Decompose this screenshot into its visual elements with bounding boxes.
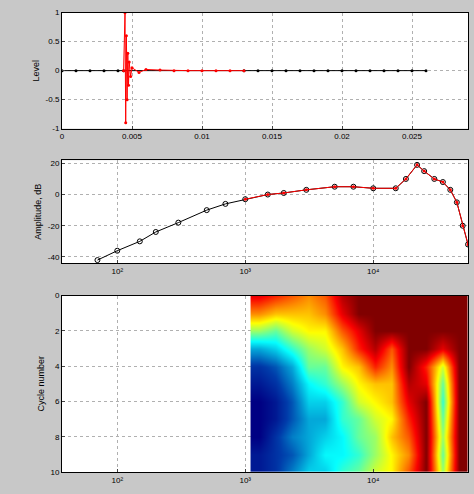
- svg-text:8: 8: [55, 433, 60, 442]
- svg-text:10⁴: 10⁴: [367, 267, 380, 276]
- svg-text:1: 1: [55, 8, 60, 17]
- svg-text:20: 20: [50, 159, 59, 168]
- svg-text:0: 0: [60, 132, 65, 141]
- svg-text:Cycle number: Cycle number: [36, 356, 46, 412]
- svg-text:10⁴: 10⁴: [367, 476, 380, 485]
- svg-text:0.01: 0.01: [194, 132, 210, 141]
- svg-text:0.005: 0.005: [122, 132, 143, 141]
- svg-text:-40: -40: [48, 253, 60, 262]
- svg-text:0.025: 0.025: [402, 132, 423, 141]
- svg-text:-0.5: -0.5: [46, 95, 60, 104]
- svg-text:Level: Level: [31, 60, 41, 82]
- svg-text:Amplitude, dB: Amplitude, dB: [33, 184, 43, 240]
- svg-text:6: 6: [55, 397, 60, 406]
- svg-text:0: 0: [55, 190, 60, 199]
- svg-text:10³: 10³: [239, 476, 251, 485]
- svg-text:0.5: 0.5: [48, 37, 60, 46]
- svg-text:-20: -20: [48, 222, 60, 231]
- svg-text:0: 0: [55, 291, 60, 300]
- svg-text:0.02: 0.02: [334, 132, 350, 141]
- svg-text:2: 2: [55, 327, 60, 336]
- svg-text:10³: 10³: [239, 267, 251, 276]
- svg-text:0: 0: [55, 66, 60, 75]
- svg-text:10²: 10²: [111, 267, 123, 276]
- svg-text:-1: -1: [52, 124, 60, 133]
- svg-text:4: 4: [55, 362, 60, 371]
- svg-text:10²: 10²: [111, 476, 123, 485]
- svg-text:0.015: 0.015: [262, 132, 283, 141]
- svg-text:10: 10: [50, 468, 59, 477]
